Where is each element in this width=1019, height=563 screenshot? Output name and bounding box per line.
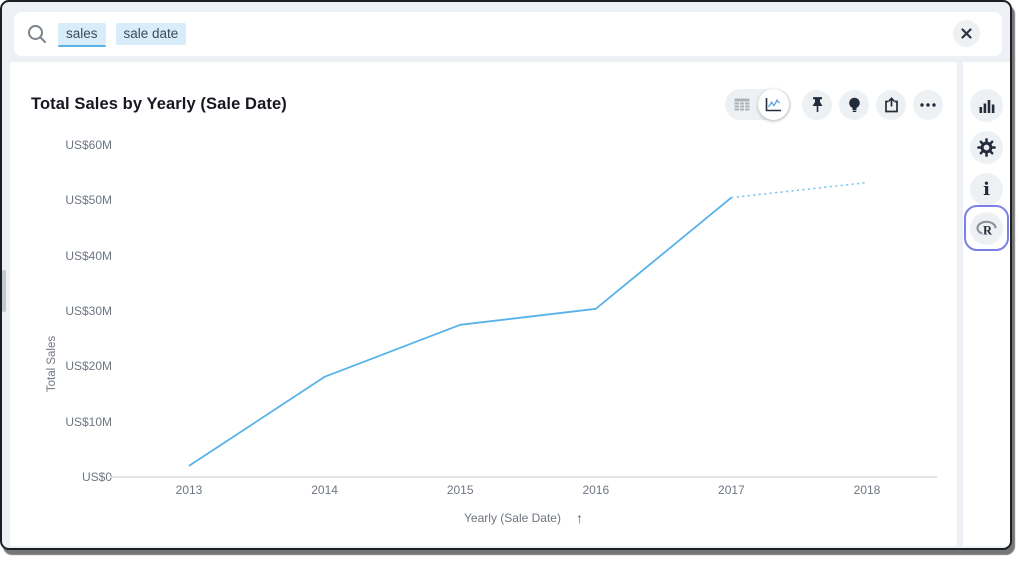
x-axis-title: Yearly (Sale Date) (464, 511, 561, 525)
y-axis-tick-label: US$20M (65, 359, 112, 374)
chart-mode-icon[interactable] (758, 89, 789, 120)
viz-title: Total Sales by Yearly (Sale Date) (31, 95, 287, 113)
more-options-button[interactable] (913, 89, 943, 120)
share-button[interactable] (876, 89, 906, 120)
answer-panel: Total Sales by Yearly (Sale Date) (10, 62, 957, 546)
x-axis-tick-label: 2015 (446, 483, 474, 497)
r-logo-icon: R (976, 220, 997, 237)
search-token-sales[interactable]: sales (58, 23, 106, 47)
line-chart[interactable] (10, 62, 957, 546)
r-analysis-highlight-ring (964, 205, 1009, 251)
y-axis-tick-label: US$0 (81, 470, 112, 484)
search-token-sale-date[interactable]: sale date (115, 23, 187, 45)
chart-config-button[interactable] (970, 131, 1003, 164)
left-scrollbar-thumb[interactable] (2, 270, 6, 312)
pin-icon (812, 96, 822, 112)
y-axis-tick-label: US$60M (65, 138, 112, 152)
ellipsis-icon (920, 102, 936, 107)
search-icon (28, 25, 46, 43)
sort-ascending-icon[interactable]: ↑ (575, 510, 583, 526)
sales-line-solid[interactable] (188, 196, 732, 467)
y-axis-tick-label: US$10M (65, 414, 112, 429)
change-visualization-button[interactable] (970, 89, 1003, 122)
r-analysis-button[interactable]: R (970, 211, 1003, 245)
viz-toolbar (725, 88, 943, 121)
app-window: sales sale date Total Sales by Yearly (S… (0, 0, 1012, 550)
display-mode-toggle[interactable] (725, 89, 791, 120)
bar-chart-icon (979, 99, 994, 113)
search-bar[interactable]: sales sale date (14, 12, 1002, 56)
table-mode-icon[interactable] (725, 89, 758, 120)
right-sidebar: i R (963, 62, 1010, 546)
pin-button[interactable] (802, 89, 832, 120)
x-axis-tick-label: 2013 (175, 483, 203, 497)
y-axis-tick-label: US$50M (65, 193, 112, 208)
close-icon (961, 28, 972, 39)
gear-icon (977, 138, 996, 157)
details-button[interactable]: i (970, 173, 1003, 206)
y-axis-tick-label: US$40M (65, 248, 112, 263)
x-axis-tick-label: 2017 (718, 483, 745, 497)
x-axis-tick-label: 2014 (311, 483, 338, 497)
svg-text:R: R (983, 223, 993, 237)
lightbulb-icon (848, 97, 860, 112)
info-icon: i (983, 178, 990, 200)
x-axis-tick-label: 2016 (582, 483, 610, 497)
y-axis-tick-label: US$30M (65, 304, 112, 318)
spotiq-insights-button[interactable] (839, 89, 869, 120)
sales-line-dotted-incomplete[interactable] (731, 181, 868, 199)
share-icon (884, 96, 898, 112)
x-axis-tick-label: 2018 (853, 483, 881, 497)
close-button[interactable] (953, 20, 980, 47)
